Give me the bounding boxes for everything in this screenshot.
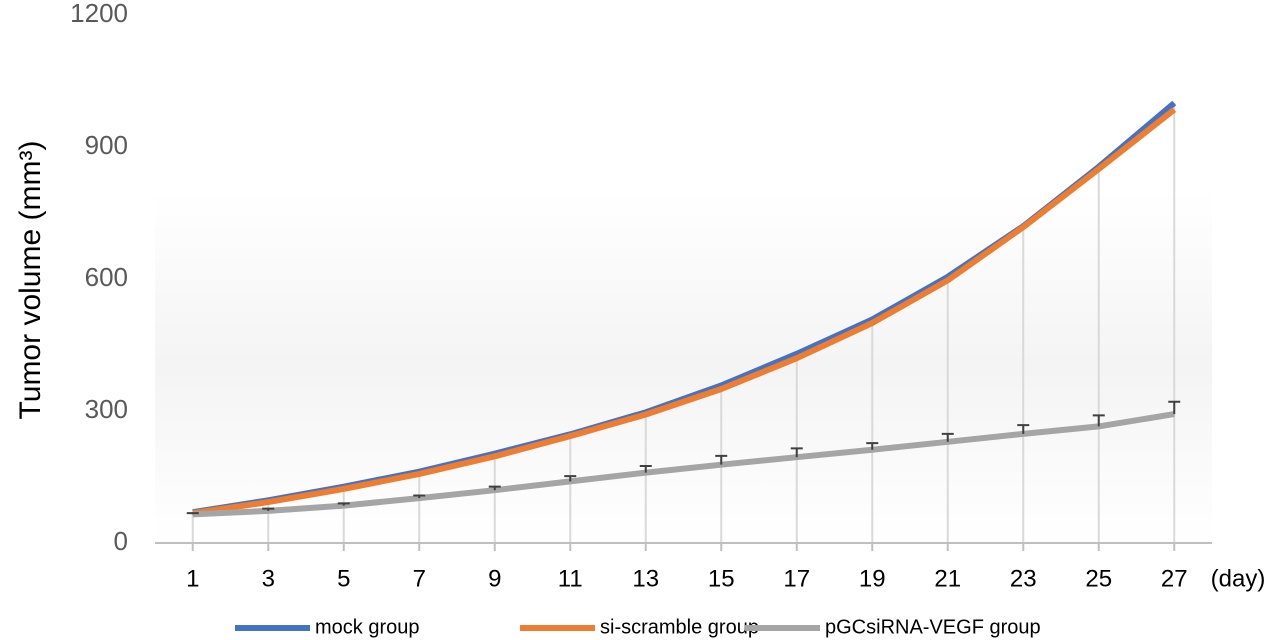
- x-axis-unit: (day): [1211, 565, 1266, 592]
- x-tick-label: 9: [488, 565, 501, 592]
- error-bar: [1017, 424, 1030, 434]
- x-tick-label: 27: [1161, 565, 1188, 592]
- x-tick-label: 19: [859, 565, 886, 592]
- x-tick-label: 13: [632, 565, 659, 592]
- x-tick-label: 25: [1085, 565, 1112, 592]
- error-bar: [790, 447, 803, 458]
- x-tick-label: 21: [934, 565, 961, 592]
- plot-background: [155, 190, 1212, 543]
- series-line: [192, 411, 1175, 518]
- legend-label: mock group: [315, 616, 420, 638]
- x-tick-label: 5: [337, 565, 350, 592]
- error-bar: [639, 465, 652, 473]
- error-bar: [413, 494, 426, 499]
- x-tick-label: 11: [558, 565, 583, 592]
- x-tick-label: 1: [186, 565, 199, 592]
- error-bar: [337, 502, 350, 506]
- x-tick-label: 17: [783, 565, 810, 592]
- error-bar: [488, 485, 501, 491]
- series-line: [192, 107, 1177, 517]
- error-bar: [262, 507, 275, 511]
- x-tick-label: 15: [708, 565, 735, 592]
- y-tick-label: 900: [85, 130, 128, 160]
- error-bar: [715, 454, 728, 465]
- y-tick-label: 1200: [70, 0, 128, 28]
- x-tick-label: 7: [413, 565, 426, 592]
- legend-label: si-scramble group: [600, 616, 759, 638]
- error-bar: [564, 475, 577, 482]
- error-bar: [1092, 414, 1105, 427]
- error-bar: [186, 512, 199, 515]
- y-tick-label: 300: [85, 394, 128, 424]
- legend-label: pGCsiRNA-VEGF group: [825, 616, 1041, 638]
- y-tick-label: 0: [114, 526, 128, 556]
- error-bar: [941, 432, 954, 442]
- x-tick-label: 23: [1010, 565, 1037, 592]
- y-tick-label: 600: [85, 262, 128, 292]
- error-bar: [1168, 400, 1181, 415]
- error-bar: [866, 442, 879, 450]
- y-axis-label: Tumor volume (mm³): [14, 141, 47, 420]
- x-tick-label: 3: [262, 565, 275, 592]
